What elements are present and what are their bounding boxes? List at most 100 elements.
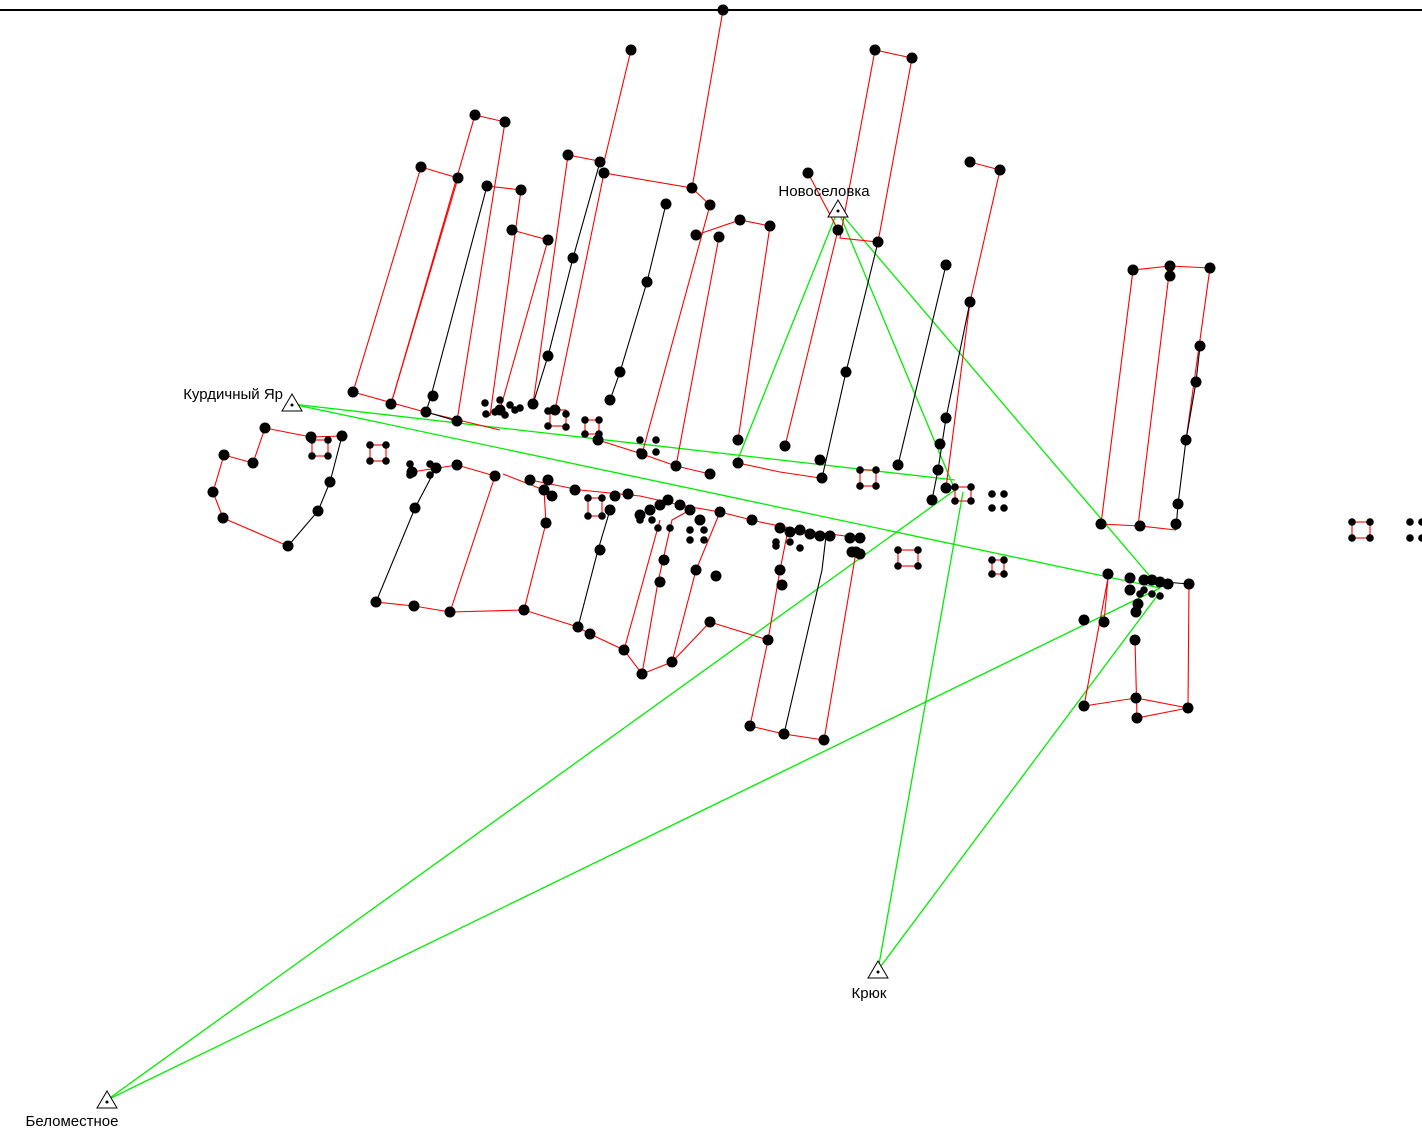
survey-point xyxy=(595,430,603,438)
survey-point xyxy=(598,167,610,179)
survey-point xyxy=(598,512,606,520)
survey-point xyxy=(1406,534,1414,542)
survey-point xyxy=(426,471,434,479)
survey-point xyxy=(482,410,490,418)
survey-point xyxy=(595,416,603,424)
survey-point xyxy=(609,490,621,502)
survey-point xyxy=(1182,702,1194,714)
obs-line xyxy=(877,591,1161,971)
survey-point xyxy=(732,457,744,469)
survey-point xyxy=(824,530,836,542)
survey-point xyxy=(1156,592,1164,600)
survey-point xyxy=(690,564,702,576)
survey-point xyxy=(660,198,672,210)
survey-point xyxy=(562,410,570,418)
survey-point xyxy=(584,512,592,520)
survey-point xyxy=(704,468,716,480)
survey-point xyxy=(207,486,219,498)
station-kryuk: Крюк xyxy=(852,960,889,1002)
station-kurdichny: Курдичный Яр xyxy=(183,386,303,412)
survey-point xyxy=(496,396,504,404)
survey-point xyxy=(869,44,881,56)
survey-point xyxy=(786,538,794,546)
survey-point xyxy=(658,554,670,566)
survey-point xyxy=(506,401,514,409)
survey-point xyxy=(1124,584,1136,596)
survey-point xyxy=(452,172,464,184)
survey-point xyxy=(774,522,786,534)
survey-point xyxy=(347,386,359,398)
survey-point xyxy=(622,488,634,500)
survey-point xyxy=(652,448,660,456)
survey-point xyxy=(892,459,904,471)
survey-point xyxy=(451,459,463,471)
survey-point xyxy=(964,156,976,168)
survey-point xyxy=(804,528,816,540)
survey-point xyxy=(217,512,229,524)
survey-point xyxy=(802,167,814,179)
survey-point xyxy=(940,482,952,494)
survey-point xyxy=(382,457,390,465)
survey-point xyxy=(686,526,694,534)
triangle-marker-icon xyxy=(281,393,303,412)
survey-point xyxy=(1102,568,1114,580)
triangle-marker-icon xyxy=(867,960,889,979)
survey-point xyxy=(932,464,944,476)
survey-point xyxy=(734,214,746,226)
traverse-lines xyxy=(287,161,1201,735)
survey-point xyxy=(308,436,316,444)
survey-point xyxy=(1130,692,1142,704)
survey-point xyxy=(654,576,666,588)
survey-point xyxy=(501,411,509,419)
survey-point xyxy=(906,52,918,64)
survey-point xyxy=(1172,498,1184,510)
survey-point xyxy=(538,484,550,496)
survey-point xyxy=(567,252,579,264)
survey-point xyxy=(1148,590,1156,598)
survey-point xyxy=(1164,260,1176,272)
survey-point xyxy=(704,616,716,628)
survey-point xyxy=(654,524,662,532)
survey-point xyxy=(427,390,439,402)
survey-point xyxy=(1366,534,1374,542)
survey-point xyxy=(710,570,722,582)
survey-point xyxy=(951,497,959,505)
survey-point xyxy=(324,436,332,444)
obs-line xyxy=(291,403,1161,589)
survey-point xyxy=(415,161,427,173)
survey-point xyxy=(481,399,489,407)
survey-point xyxy=(420,406,432,418)
survey-point xyxy=(988,556,996,564)
survey-point xyxy=(1000,504,1008,512)
obs-line xyxy=(106,587,1161,1101)
survey-point xyxy=(366,457,374,465)
survey-point xyxy=(1095,518,1107,530)
survey-point xyxy=(542,350,554,362)
survey-point xyxy=(844,532,856,544)
survey-point xyxy=(524,474,536,486)
survey-point xyxy=(744,720,756,732)
triangle-marker-icon xyxy=(827,199,849,218)
survey-point xyxy=(491,408,499,416)
survey-point xyxy=(569,484,581,496)
survey-point xyxy=(700,526,708,534)
survey-point xyxy=(409,502,421,514)
survey-point xyxy=(247,457,259,469)
survey-point xyxy=(1129,634,1141,646)
survey-point xyxy=(967,497,975,505)
survey-point xyxy=(636,668,648,680)
survey-point xyxy=(914,562,922,570)
survey-point xyxy=(406,471,414,479)
survey-point xyxy=(408,600,420,612)
survey-point xyxy=(527,398,539,410)
survey-point xyxy=(636,436,644,444)
survey-point xyxy=(854,532,866,544)
survey-point xyxy=(854,548,866,560)
survey-point xyxy=(562,423,570,431)
survey-point xyxy=(549,404,561,416)
survey-point xyxy=(1406,518,1414,526)
survey-point xyxy=(1162,578,1174,590)
obs-line xyxy=(106,489,956,1101)
survey-point xyxy=(366,441,374,449)
survey-point xyxy=(994,164,1006,176)
